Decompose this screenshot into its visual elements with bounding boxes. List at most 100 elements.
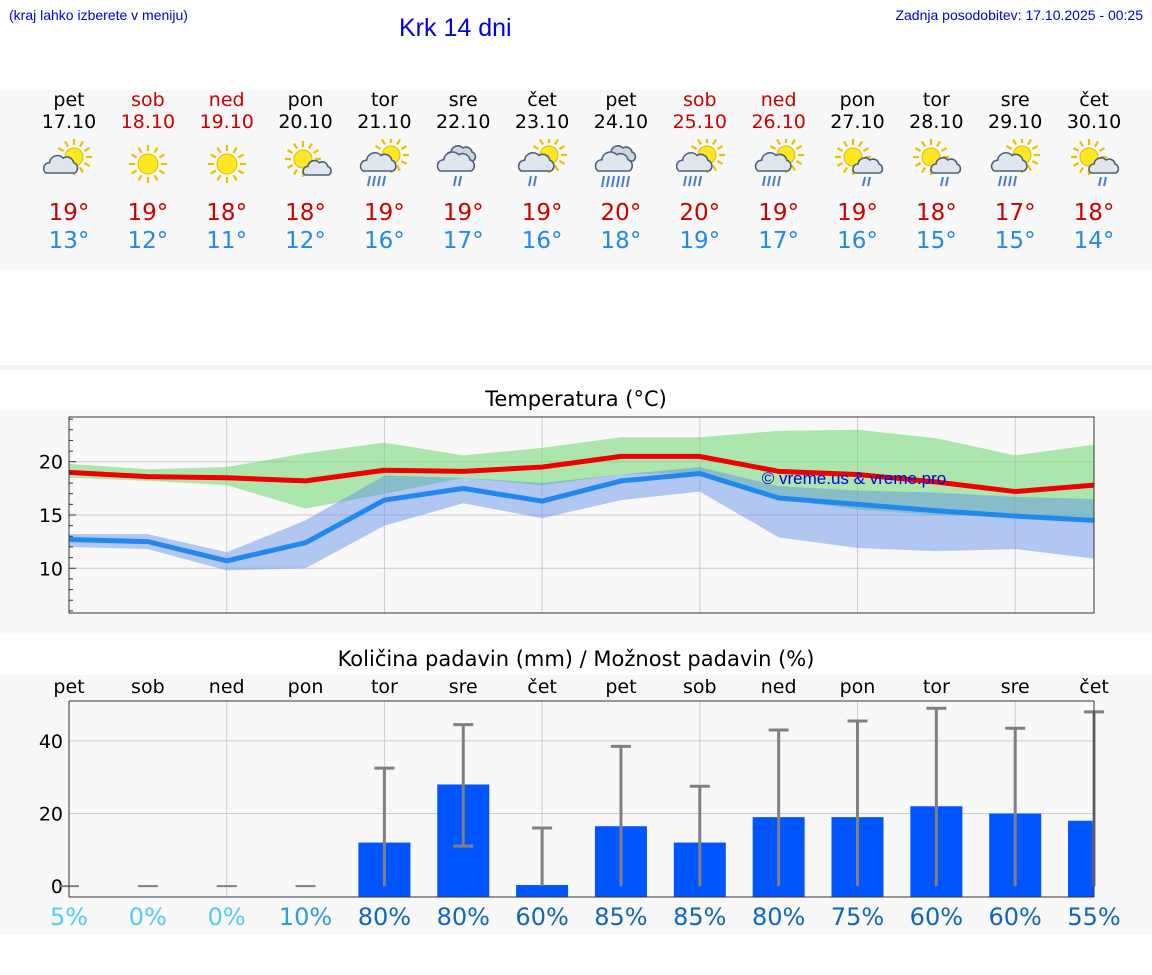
sun-ray [237, 169, 244, 175]
precip-probability: 55% [1067, 903, 1121, 931]
sun-ray [209, 169, 216, 175]
day-column: pet 24.10 20° 18° [581, 89, 660, 255]
day-date: 30.10 [1066, 111, 1122, 133]
day-max-temp: 19° [364, 200, 405, 226]
day-date: 22.10 [436, 111, 491, 133]
rain-drop [620, 175, 625, 188]
weather-icon-slot [42, 139, 96, 193]
sun-ray [79, 140, 84, 148]
day-column: sre 29.10 17° 15° [976, 89, 1055, 255]
cloud-shape [436, 151, 476, 172]
day-min-temp: 12° [285, 228, 326, 254]
weather-icon-slot [515, 137, 569, 193]
temp-line-max [68, 453, 1095, 495]
sun-ray [554, 138, 560, 146]
sun-disc [137, 153, 159, 175]
page-title: Krk 14 dni [399, 14, 512, 42]
sun-ray [286, 149, 293, 154]
sun-cloud-light-rain-icon [517, 137, 568, 187]
day-max-temp: 18° [285, 200, 326, 226]
precip-probability: 85% [673, 903, 727, 931]
precip-probability: 75% [830, 903, 885, 931]
rain-drop [1008, 175, 1013, 187]
sun-ray [401, 160, 408, 165]
day-date: 28.10 [909, 111, 964, 133]
weather-icon-slot [594, 139, 648, 193]
cloud-shape [594, 151, 633, 172]
day-name: tor [370, 89, 398, 111]
rain-drop [766, 175, 771, 187]
rain-drop [605, 175, 610, 188]
cloud-shape [851, 157, 883, 174]
precip-probability: 80% [357, 903, 412, 931]
precip-probability: 80% [751, 903, 806, 931]
sun-ray [292, 168, 298, 176]
sun-ray [1079, 166, 1084, 174]
day-min-temp: 15° [994, 228, 1036, 254]
sun-small-cloud-light-rain-icon [1071, 139, 1120, 187]
sun-cloud-rain-icon [990, 137, 1041, 187]
weather-icon-slot [673, 137, 727, 193]
day-name: čet [527, 89, 557, 111]
sun-cloud-rain-icon [675, 137, 725, 187]
sun-ray [842, 140, 848, 148]
x-category-label: sob [131, 676, 165, 698]
day-date: 17.10 [41, 111, 97, 133]
rain-drop [692, 175, 697, 187]
sun-ray [775, 138, 781, 146]
day-date: 27.10 [830, 111, 885, 133]
sun-ray [1032, 145, 1039, 150]
precip-probability: 5% [49, 903, 89, 931]
y-tick-label: 40 [39, 731, 63, 753]
weather-icon-slot [357, 137, 411, 193]
rain-drop [1003, 175, 1008, 187]
precip-probability: 0% [207, 903, 246, 931]
cloud-shape [1088, 157, 1120, 174]
weather-icon-slot [121, 139, 175, 193]
y-tick-label: 0 [51, 876, 63, 898]
sun-ray [936, 140, 942, 148]
day-name: sre [1000, 89, 1030, 111]
weather-icon-slot [752, 137, 806, 193]
sun-ray [286, 164, 293, 169]
rain-drop [600, 175, 605, 188]
rain-drop [453, 175, 458, 187]
x-category-label: pet [605, 676, 636, 698]
precip-bar [516, 885, 569, 897]
sun-small-cloud-light-rain-icon [913, 139, 962, 187]
cloud-shape [754, 152, 792, 172]
temp-line-min [68, 470, 1095, 564]
day-min-temp: 11° [206, 228, 248, 254]
day-date: 21.10 [357, 111, 412, 133]
sun-ray [1006, 145, 1013, 150]
day-column: pon 20.10 18° 12° [266, 89, 345, 255]
sun-ray [216, 174, 222, 182]
cloud-shape [930, 157, 962, 174]
sun-ray [1027, 138, 1033, 146]
day-date: 24.10 [593, 111, 649, 133]
rain-drop [372, 175, 377, 187]
sun-ray [1027, 164, 1033, 172]
sun-ray [1094, 140, 1099, 148]
sun-ray [216, 146, 222, 154]
sun-ray [711, 164, 717, 172]
day-max-temp: 17° [994, 200, 1036, 226]
rain-drop [682, 175, 687, 187]
day-name: pet [53, 89, 85, 111]
day-max-temp: 19° [837, 200, 878, 226]
cloud-shape [675, 152, 713, 172]
rain-drop [1013, 175, 1018, 187]
day-max-temp: 19° [521, 200, 563, 226]
sun-ray [83, 147, 91, 152]
sun-ray [396, 138, 402, 146]
y-tick-label: 10 [39, 558, 63, 580]
rain-drop [367, 175, 372, 187]
day-column: čet 23.10 19° 16° [503, 89, 582, 255]
sun-ray [130, 169, 138, 175]
day-date: 29.10 [987, 111, 1043, 133]
cloud-shape [517, 152, 555, 172]
weather-icon-slot [200, 139, 254, 193]
sun-ray [1079, 140, 1084, 148]
day-min-temp: 15° [915, 228, 957, 254]
precip-probability: 60% [988, 903, 1042, 931]
